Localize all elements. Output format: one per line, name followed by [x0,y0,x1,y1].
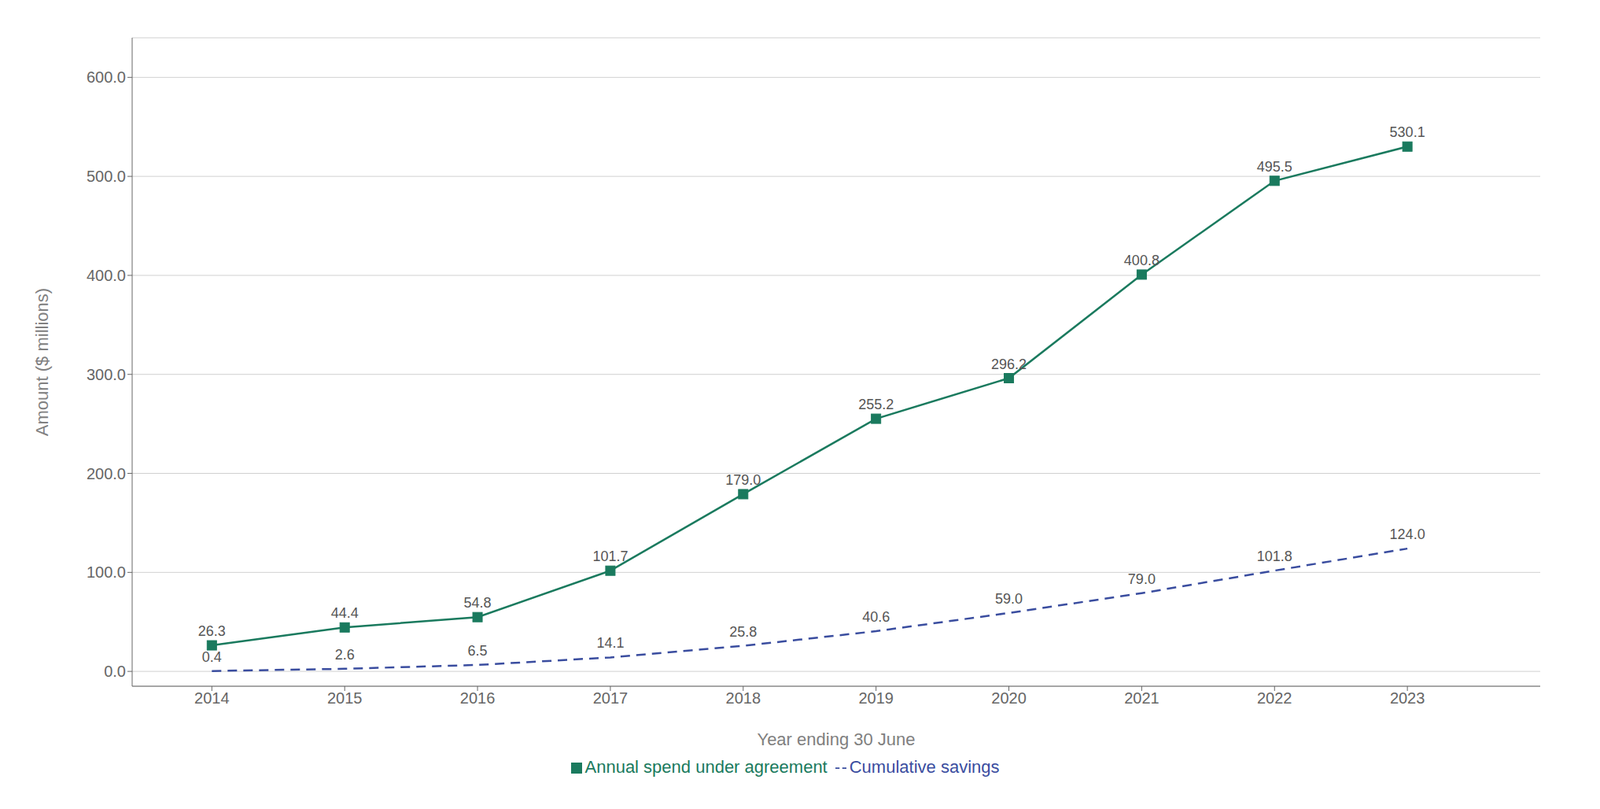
svg-text:2021: 2021 [1124,689,1160,707]
svg-text:59.0: 59.0 [995,590,1023,607]
svg-text:25.8: 25.8 [729,623,757,640]
svg-text:2019: 2019 [858,689,894,707]
svg-text:79.0: 79.0 [1128,571,1156,587]
svg-text:2.6: 2.6 [335,646,355,663]
svg-text:100.0: 100.0 [86,563,126,581]
svg-text:6.5: 6.5 [468,642,488,659]
svg-text:101.8: 101.8 [1257,548,1293,565]
svg-text:400.8: 400.8 [1124,252,1160,269]
svg-text:2023: 2023 [1389,689,1426,707]
svg-text:2017: 2017 [593,689,629,707]
svg-text:2018: 2018 [726,689,762,707]
svg-text:0.0: 0.0 [103,662,126,680]
svg-text:Year ending 30 June: Year ending 30 June [756,729,915,749]
svg-text:2022: 2022 [1257,689,1293,707]
svg-text:179.0: 179.0 [725,471,761,488]
svg-text:400.0: 400.0 [86,266,126,284]
svg-text:2014: 2014 [194,689,230,707]
svg-text:101.7: 101.7 [592,548,628,565]
svg-text:296.2: 296.2 [991,356,1027,373]
svg-text:600.0: 600.0 [86,68,126,86]
html-text:Annual spend under agreement: Annual spend under agreement [584,756,828,777]
svg-text:54.8: 54.8 [464,594,492,611]
svg-text:530.1: 530.1 [1389,124,1426,141]
html-text:Cumulative savings: Cumulative savings [849,756,1000,777]
svg-text:495.5: 495.5 [1257,158,1293,175]
svg-text:2016: 2016 [460,689,496,707]
svg-text:2020: 2020 [991,689,1027,707]
svg-text:255.2: 255.2 [858,396,894,413]
svg-text:2015: 2015 [327,689,363,707]
svg-text:200.0: 200.0 [86,464,126,483]
svg-text:0.4: 0.4 [202,648,222,665]
svg-text:300.0: 300.0 [86,365,126,384]
svg-text:500.0: 500.0 [86,167,126,185]
svg-text:40.6: 40.6 [862,608,890,625]
svg-text:Amount ($ millions): Amount ($ millions) [32,287,52,436]
svg-text:124.0: 124.0 [1389,526,1426,542]
svg-text:14.1: 14.1 [596,634,624,651]
svg-text:44.4: 44.4 [331,604,359,621]
svg-text:26.3: 26.3 [198,623,226,639]
